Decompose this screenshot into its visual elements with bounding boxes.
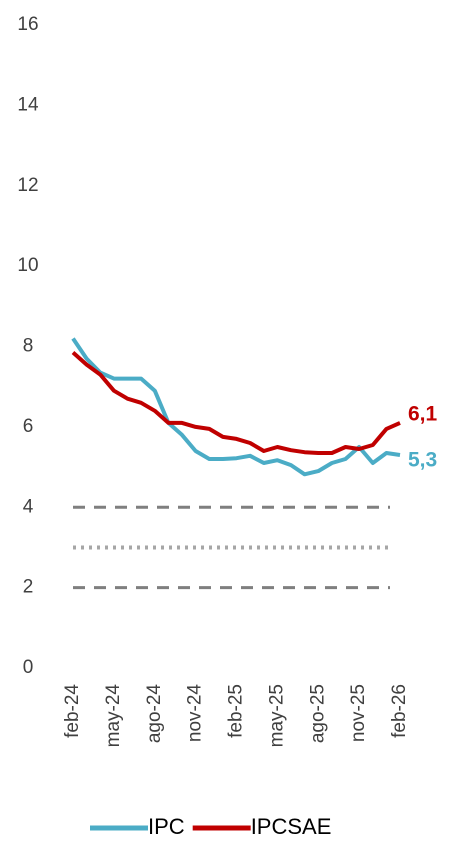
x-tick-label: feb-24: [62, 684, 83, 738]
x-tick-label: may-24: [103, 684, 124, 748]
y-tick-label: 14: [17, 94, 39, 115]
x-tick-label: ago-25: [307, 684, 328, 743]
x-tick-label: nov-24: [185, 684, 206, 743]
y-tick-label: 2: [23, 577, 34, 598]
y-tick-label: 8: [23, 336, 34, 357]
y-tick-label: 12: [17, 175, 38, 196]
x-tick-label: may-25: [266, 684, 287, 747]
value-label: 5,3: [408, 449, 437, 472]
y-tick-label: 0: [23, 657, 34, 678]
x-tick-label: ago-24: [144, 684, 165, 744]
y-tick-label: 4: [23, 496, 34, 517]
legend-label: IPCSAE: [251, 814, 332, 839]
x-tick-label: feb-26: [389, 684, 410, 738]
y-tick-label: 10: [17, 255, 38, 276]
series-line: [71, 351, 401, 455]
series-line: [71, 337, 401, 477]
value-label: 6,1: [408, 402, 438, 425]
y-tick-label: 16: [17, 14, 38, 35]
x-tick-label: feb-25: [226, 684, 247, 738]
y-tick-label: 6: [23, 416, 34, 437]
legend-label: IPC: [148, 814, 185, 839]
x-tick-label: nov-25: [348, 684, 369, 742]
